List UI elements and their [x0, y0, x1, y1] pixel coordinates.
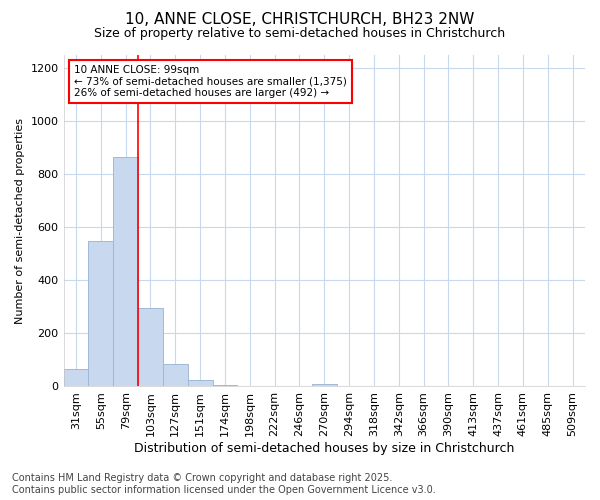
Bar: [312, 384, 337, 386]
Text: Size of property relative to semi-detached houses in Christchurch: Size of property relative to semi-detach…: [94, 28, 506, 40]
Bar: [138, 308, 163, 386]
Bar: [163, 364, 188, 386]
Bar: [88, 240, 113, 386]
Text: 10 ANNE CLOSE: 99sqm
← 73% of semi-detached houses are smaller (1,375)
26% of se: 10 ANNE CLOSE: 99sqm ← 73% of semi-detac…: [74, 65, 347, 98]
Text: 10, ANNE CLOSE, CHRISTCHURCH, BH23 2NW: 10, ANNE CLOSE, CHRISTCHURCH, BH23 2NW: [125, 12, 475, 28]
Bar: [64, 369, 88, 386]
Bar: [188, 380, 212, 386]
Bar: [113, 157, 138, 386]
Text: Contains HM Land Registry data © Crown copyright and database right 2025.
Contai: Contains HM Land Registry data © Crown c…: [12, 474, 436, 495]
Y-axis label: Number of semi-detached properties: Number of semi-detached properties: [15, 118, 25, 324]
X-axis label: Distribution of semi-detached houses by size in Christchurch: Distribution of semi-detached houses by …: [134, 442, 514, 455]
Bar: [212, 385, 238, 386]
